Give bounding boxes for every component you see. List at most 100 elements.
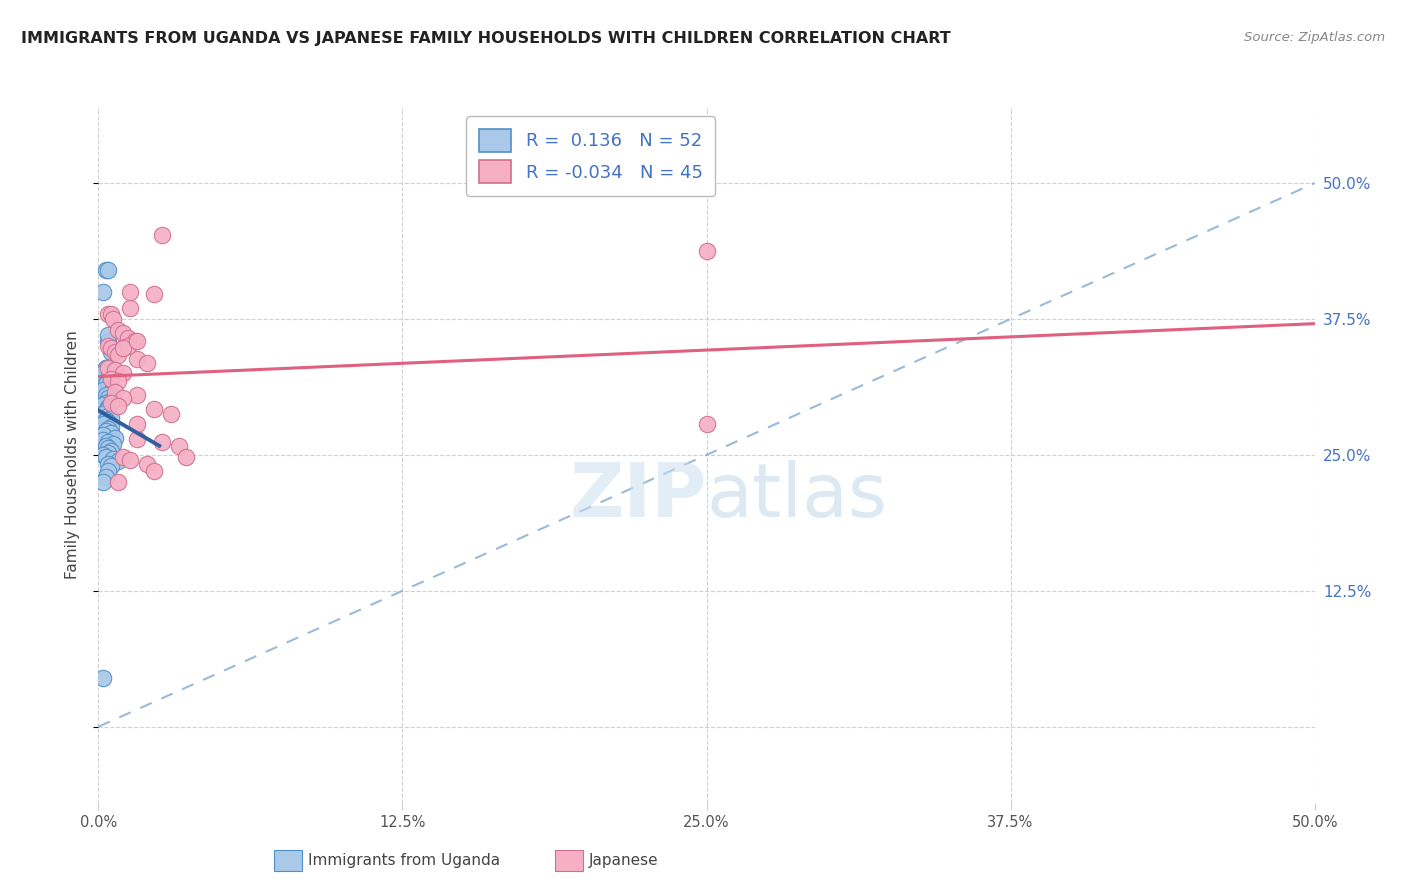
Point: [150, 434, 173, 449]
Point: [127, 334, 149, 348]
Point: [118, 285, 141, 299]
Point: [97, 402, 120, 417]
Point: [91, 407, 114, 421]
Point: [127, 388, 149, 402]
Point: [160, 407, 183, 421]
Point: [127, 352, 149, 367]
Point: [104, 430, 127, 444]
Point: [100, 443, 122, 458]
Point: [101, 437, 124, 451]
Text: IMMIGRANTS FROM UGANDA VS JAPANESE FAMILY HOUSEHOLDS WITH CHILDREN CORRELATION C: IMMIGRANTS FROM UGANDA VS JAPANESE FAMIL…: [21, 31, 950, 46]
Point: [107, 348, 129, 362]
Point: [143, 464, 166, 478]
Point: [100, 384, 122, 399]
Point: [97, 372, 120, 386]
Point: [94, 388, 117, 402]
Point: [100, 393, 122, 408]
Point: [167, 439, 190, 453]
Point: [97, 415, 120, 429]
Point: [97, 422, 120, 436]
Point: [94, 450, 117, 464]
Point: [101, 452, 124, 467]
Point: [91, 428, 114, 442]
Point: [91, 285, 114, 299]
Point: [100, 411, 122, 425]
Point: [94, 395, 117, 409]
Point: [94, 413, 117, 427]
Point: [111, 367, 134, 381]
Point: [97, 374, 120, 388]
Point: [127, 432, 149, 446]
Point: [111, 342, 134, 356]
Point: [97, 400, 120, 414]
Point: [97, 380, 120, 394]
Point: [91, 398, 114, 412]
Point: [104, 363, 127, 377]
Point: [118, 453, 141, 467]
Point: [104, 384, 127, 399]
Point: [97, 339, 120, 353]
Point: [124, 334, 146, 348]
Point: [91, 417, 114, 432]
Point: [174, 450, 197, 464]
Point: [94, 439, 117, 453]
Point: [97, 328, 120, 343]
Point: [100, 458, 122, 473]
Point: [97, 263, 120, 277]
Point: [94, 263, 117, 277]
Point: [118, 301, 141, 315]
Point: [136, 457, 159, 471]
Point: [117, 339, 139, 353]
Point: [94, 377, 117, 392]
Point: [97, 446, 120, 460]
Y-axis label: Family Households with Children: Family Households with Children: [65, 331, 80, 579]
Point: [100, 426, 122, 441]
Point: [100, 419, 122, 434]
Point: [91, 367, 114, 381]
Point: [143, 402, 166, 417]
Point: [107, 475, 129, 489]
Point: [97, 442, 120, 456]
Point: [94, 404, 117, 418]
Point: [97, 409, 120, 423]
Point: [107, 399, 129, 413]
Point: [136, 355, 159, 369]
Point: [97, 392, 120, 406]
Point: [91, 433, 114, 447]
Point: [91, 671, 114, 685]
Point: [117, 330, 139, 344]
Point: [91, 383, 114, 397]
Point: [696, 244, 718, 258]
Point: [94, 360, 117, 375]
Point: [104, 344, 127, 359]
Text: Japanese: Japanese: [589, 854, 659, 868]
Point: [97, 464, 120, 478]
Point: [97, 307, 120, 321]
Point: [107, 374, 129, 388]
Point: [111, 342, 134, 356]
Text: ZIP: ZIP: [569, 460, 707, 533]
Point: [150, 228, 173, 243]
Point: [127, 417, 149, 432]
Point: [696, 417, 718, 432]
Point: [94, 360, 117, 375]
Point: [94, 424, 117, 438]
Point: [94, 469, 117, 483]
Point: [101, 312, 124, 326]
Point: [107, 454, 129, 468]
Point: [100, 307, 122, 321]
Point: [111, 326, 134, 340]
Point: [107, 323, 129, 337]
Legend: R =  0.136   N = 52, R = -0.034   N = 45: R = 0.136 N = 52, R = -0.034 N = 45: [467, 116, 716, 196]
Point: [111, 392, 134, 406]
Point: [100, 372, 122, 386]
Point: [91, 475, 114, 489]
Point: [97, 457, 120, 471]
Point: [100, 344, 122, 359]
Point: [97, 334, 120, 348]
Point: [91, 448, 114, 462]
Point: [143, 287, 166, 301]
Text: Source: ZipAtlas.com: Source: ZipAtlas.com: [1244, 31, 1385, 45]
Point: [97, 434, 120, 449]
Point: [100, 395, 122, 409]
